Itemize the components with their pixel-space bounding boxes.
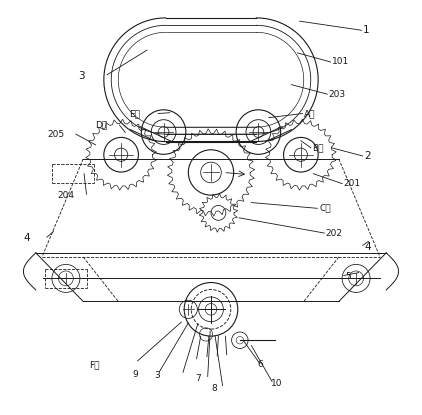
Text: 204: 204 xyxy=(58,191,75,200)
Text: 1: 1 xyxy=(362,25,369,35)
Text: 7: 7 xyxy=(195,374,201,383)
Text: 5: 5 xyxy=(345,272,351,281)
Text: 205: 205 xyxy=(47,129,64,139)
Text: 4: 4 xyxy=(364,242,371,251)
Text: 8: 8 xyxy=(211,384,217,393)
Text: 101: 101 xyxy=(332,58,349,66)
Text: B轴: B轴 xyxy=(312,143,324,152)
Text: 6: 6 xyxy=(257,361,263,369)
Text: 2: 2 xyxy=(364,151,371,161)
Text: 10: 10 xyxy=(271,379,282,388)
Text: C轴: C轴 xyxy=(319,204,330,213)
Text: 202: 202 xyxy=(326,229,343,237)
Text: 203: 203 xyxy=(328,90,346,99)
Text: 9: 9 xyxy=(133,370,138,379)
Text: E轴: E轴 xyxy=(130,109,141,118)
Text: D轴: D轴 xyxy=(95,120,107,129)
Text: 4: 4 xyxy=(23,233,30,244)
Text: F轴: F轴 xyxy=(89,361,100,369)
Text: 3: 3 xyxy=(78,71,85,81)
Text: 3: 3 xyxy=(154,371,160,380)
Text: 201: 201 xyxy=(344,179,361,188)
Text: A轴: A轴 xyxy=(304,109,316,118)
